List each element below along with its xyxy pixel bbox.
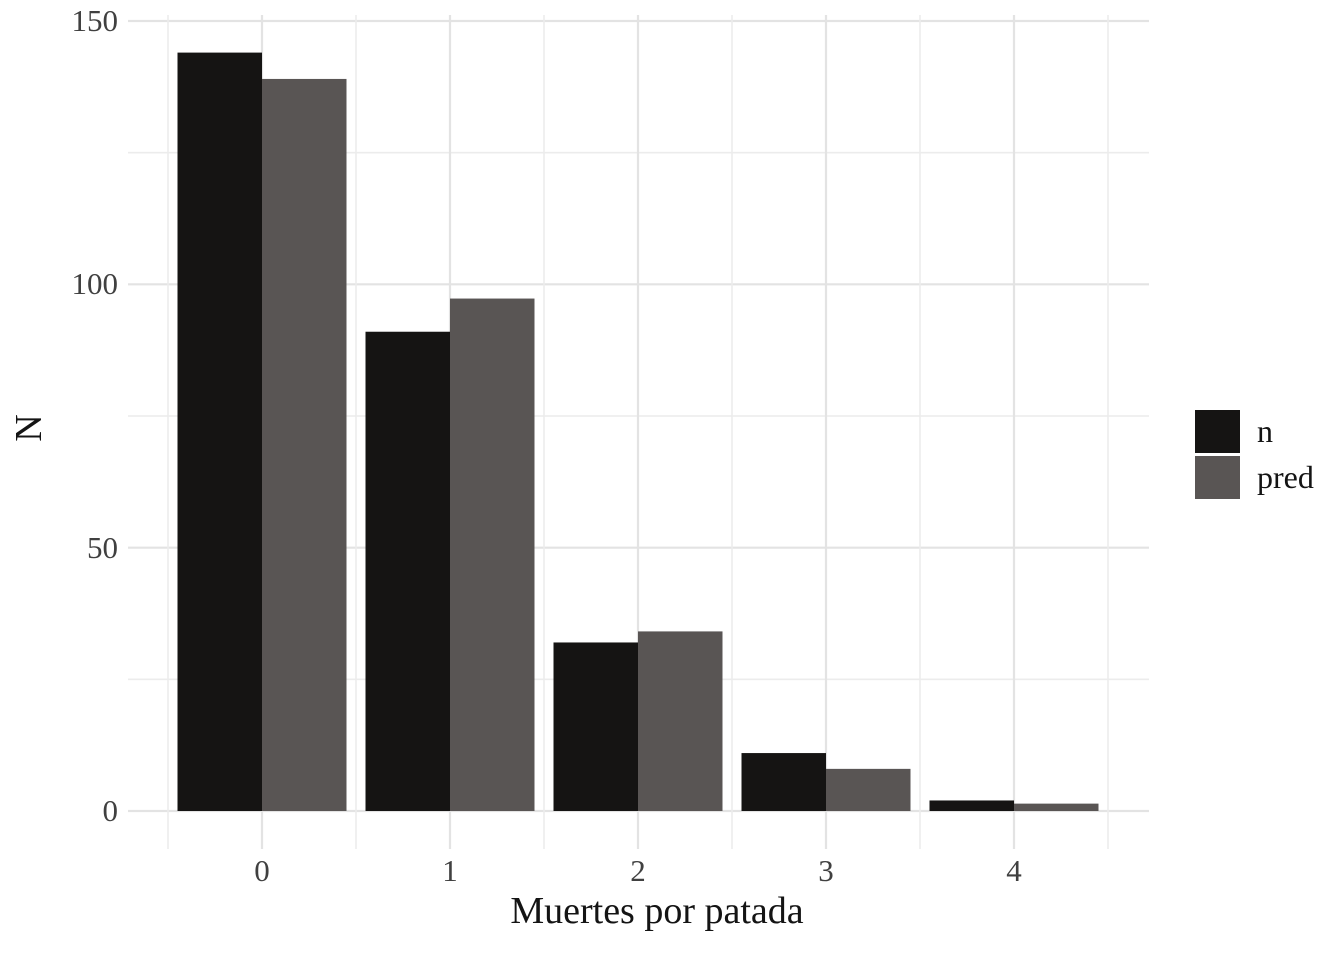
- bar-n-0: [177, 52, 262, 812]
- legend-item-n: n: [1195, 410, 1314, 453]
- y-tick-label-0: 0: [102, 793, 119, 828]
- bar-n-2: [553, 642, 638, 811]
- x-tick-label-4: 4: [1006, 853, 1022, 888]
- x-tick-label-3: 3: [818, 853, 834, 888]
- x-tick-label-0: 0: [254, 853, 270, 888]
- bar-pred-1: [450, 298, 535, 811]
- y-tick-label-100: 100: [71, 266, 119, 301]
- y-axis-title: N: [8, 414, 50, 442]
- x-axis-title: Muertes por patada: [510, 890, 804, 932]
- legend: n pred: [1195, 410, 1314, 499]
- legend-label-pred: pred: [1257, 459, 1314, 495]
- bar-pred-3: [826, 768, 911, 811]
- bar-pred-4: [1014, 803, 1099, 811]
- bar-n-4: [929, 800, 1014, 811]
- legend-swatch-n: [1195, 410, 1240, 453]
- bar-n-3: [741, 753, 826, 811]
- bar-n-1: [365, 331, 450, 811]
- bar-pred-2: [638, 631, 723, 811]
- legend-item-pred: pred: [1195, 456, 1314, 499]
- legend-label-n: n: [1257, 413, 1273, 449]
- x-tick-label-1: 1: [442, 853, 458, 888]
- bar-pred-0: [262, 78, 347, 811]
- y-tick-label-50: 50: [87, 530, 118, 565]
- y-tick-label-150: 150: [71, 3, 119, 38]
- legend-swatch-pred: [1195, 456, 1240, 499]
- x-tick-label-2: 2: [630, 853, 646, 888]
